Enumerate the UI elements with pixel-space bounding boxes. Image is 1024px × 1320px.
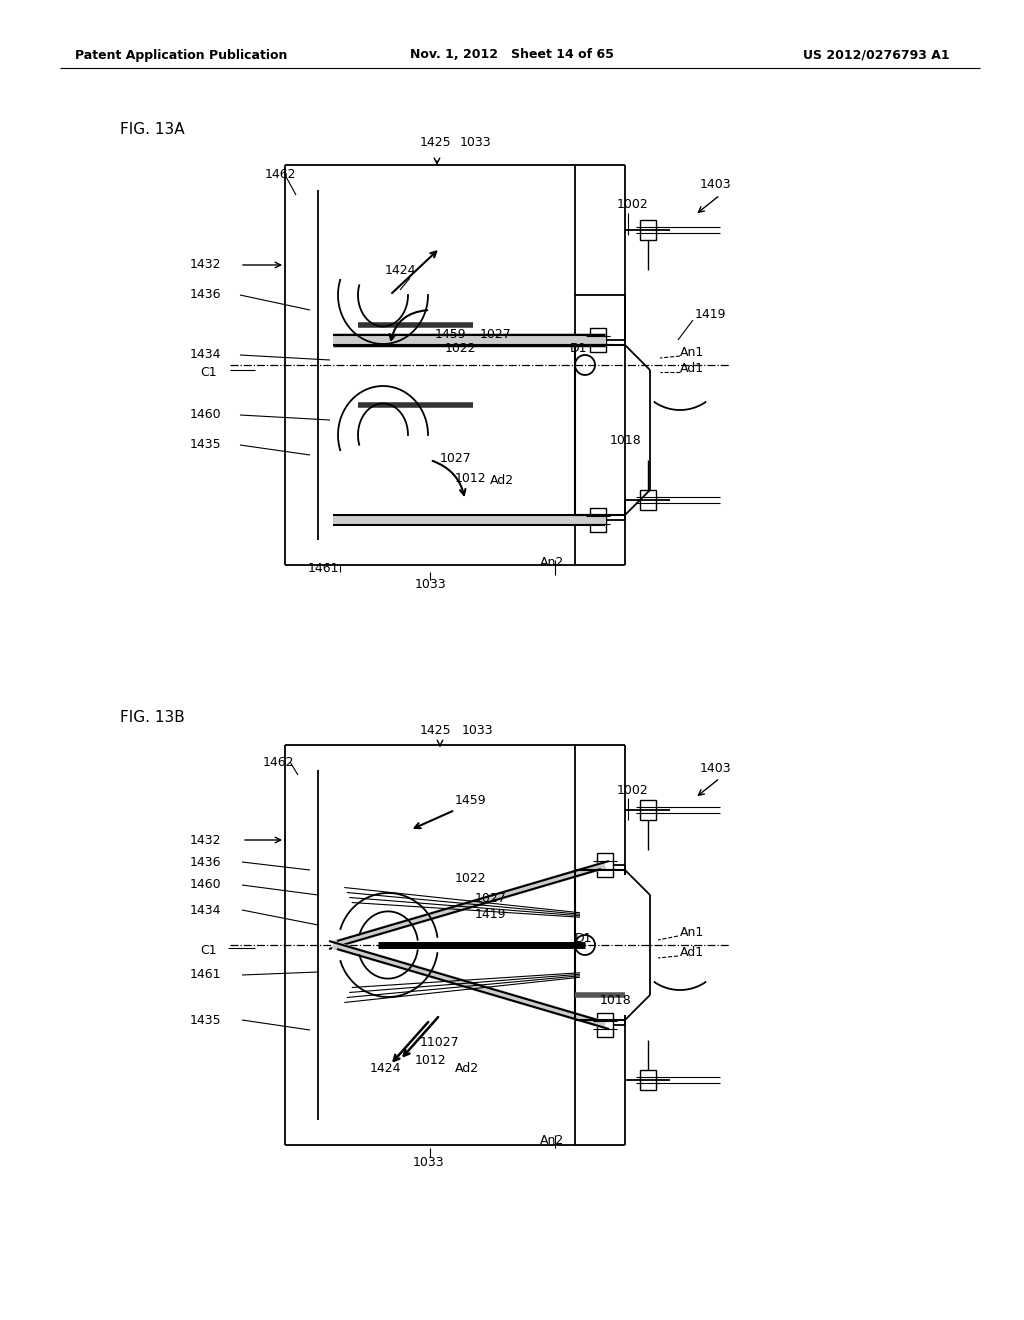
Text: FIG. 13A: FIG. 13A [120,123,184,137]
Text: 1012: 1012 [415,1053,446,1067]
Text: 1434: 1434 [190,903,221,916]
Text: 1419: 1419 [695,309,726,322]
Text: 1002: 1002 [617,784,649,796]
Text: C1: C1 [200,366,217,379]
Text: 1027: 1027 [440,451,472,465]
Text: 1033: 1033 [462,723,494,737]
Text: D1: D1 [570,342,588,355]
Text: Ad1: Ad1 [680,362,705,375]
Text: 1002: 1002 [617,198,649,211]
Bar [640,1071,656,1090]
Text: 1460: 1460 [190,408,221,421]
Text: FIG. 13B: FIG. 13B [120,710,184,726]
Text: 1018: 1018 [600,994,632,1006]
Text: 1403: 1403 [700,178,731,191]
Bar [640,800,656,820]
Text: Ad1: Ad1 [680,945,705,958]
Text: 1425: 1425 [420,136,452,149]
Text: An2: An2 [540,1134,564,1147]
Text: 1461: 1461 [190,969,221,982]
Text: 1432: 1432 [190,259,221,272]
Text: 1435: 1435 [190,1014,221,1027]
Text: 1022: 1022 [445,342,476,355]
Text: 1435: 1435 [190,438,221,451]
Bar [597,853,613,876]
Text: 1018: 1018 [610,433,642,446]
Bar [597,1012,613,1038]
Text: 1461: 1461 [308,561,340,574]
Text: 1425: 1425 [420,723,452,737]
Text: Ad2: Ad2 [490,474,514,487]
Text: 1462: 1462 [263,755,295,768]
Text: 1419: 1419 [475,908,507,921]
Text: 11027: 11027 [420,1035,460,1048]
Text: 1460: 1460 [190,879,221,891]
Text: 1027: 1027 [480,329,512,342]
Text: D1: D1 [575,932,593,945]
Text: 1033: 1033 [414,578,445,591]
Text: 1012: 1012 [455,471,486,484]
Text: An2: An2 [540,556,564,569]
Text: 1462: 1462 [265,169,297,181]
Text: An1: An1 [680,346,705,359]
Text: 1432: 1432 [190,833,221,846]
Text: C1: C1 [200,944,217,957]
Text: 1436: 1436 [190,855,221,869]
Bar [640,220,656,240]
Text: 1027: 1027 [475,891,507,904]
Circle shape [575,935,595,954]
Bar [590,508,606,532]
Bar [590,327,606,352]
Text: Nov. 1, 2012   Sheet 14 of 65: Nov. 1, 2012 Sheet 14 of 65 [410,49,614,62]
Text: US 2012/0276793 A1: US 2012/0276793 A1 [804,49,950,62]
Text: 1403: 1403 [700,762,731,775]
Bar [640,490,656,510]
Text: Ad2: Ad2 [455,1061,479,1074]
Text: 1424: 1424 [385,264,417,276]
Text: 1022: 1022 [455,871,486,884]
Text: 1459: 1459 [455,793,486,807]
Text: 1434: 1434 [190,348,221,362]
Circle shape [575,355,595,375]
Text: An1: An1 [680,925,705,939]
Text: 1033: 1033 [460,136,492,149]
Text: Patent Application Publication: Patent Application Publication [75,49,288,62]
Text: 1424: 1424 [370,1061,401,1074]
Text: 1033: 1033 [413,1156,443,1170]
Text: 1436: 1436 [190,289,221,301]
Text: 1459: 1459 [435,329,467,342]
